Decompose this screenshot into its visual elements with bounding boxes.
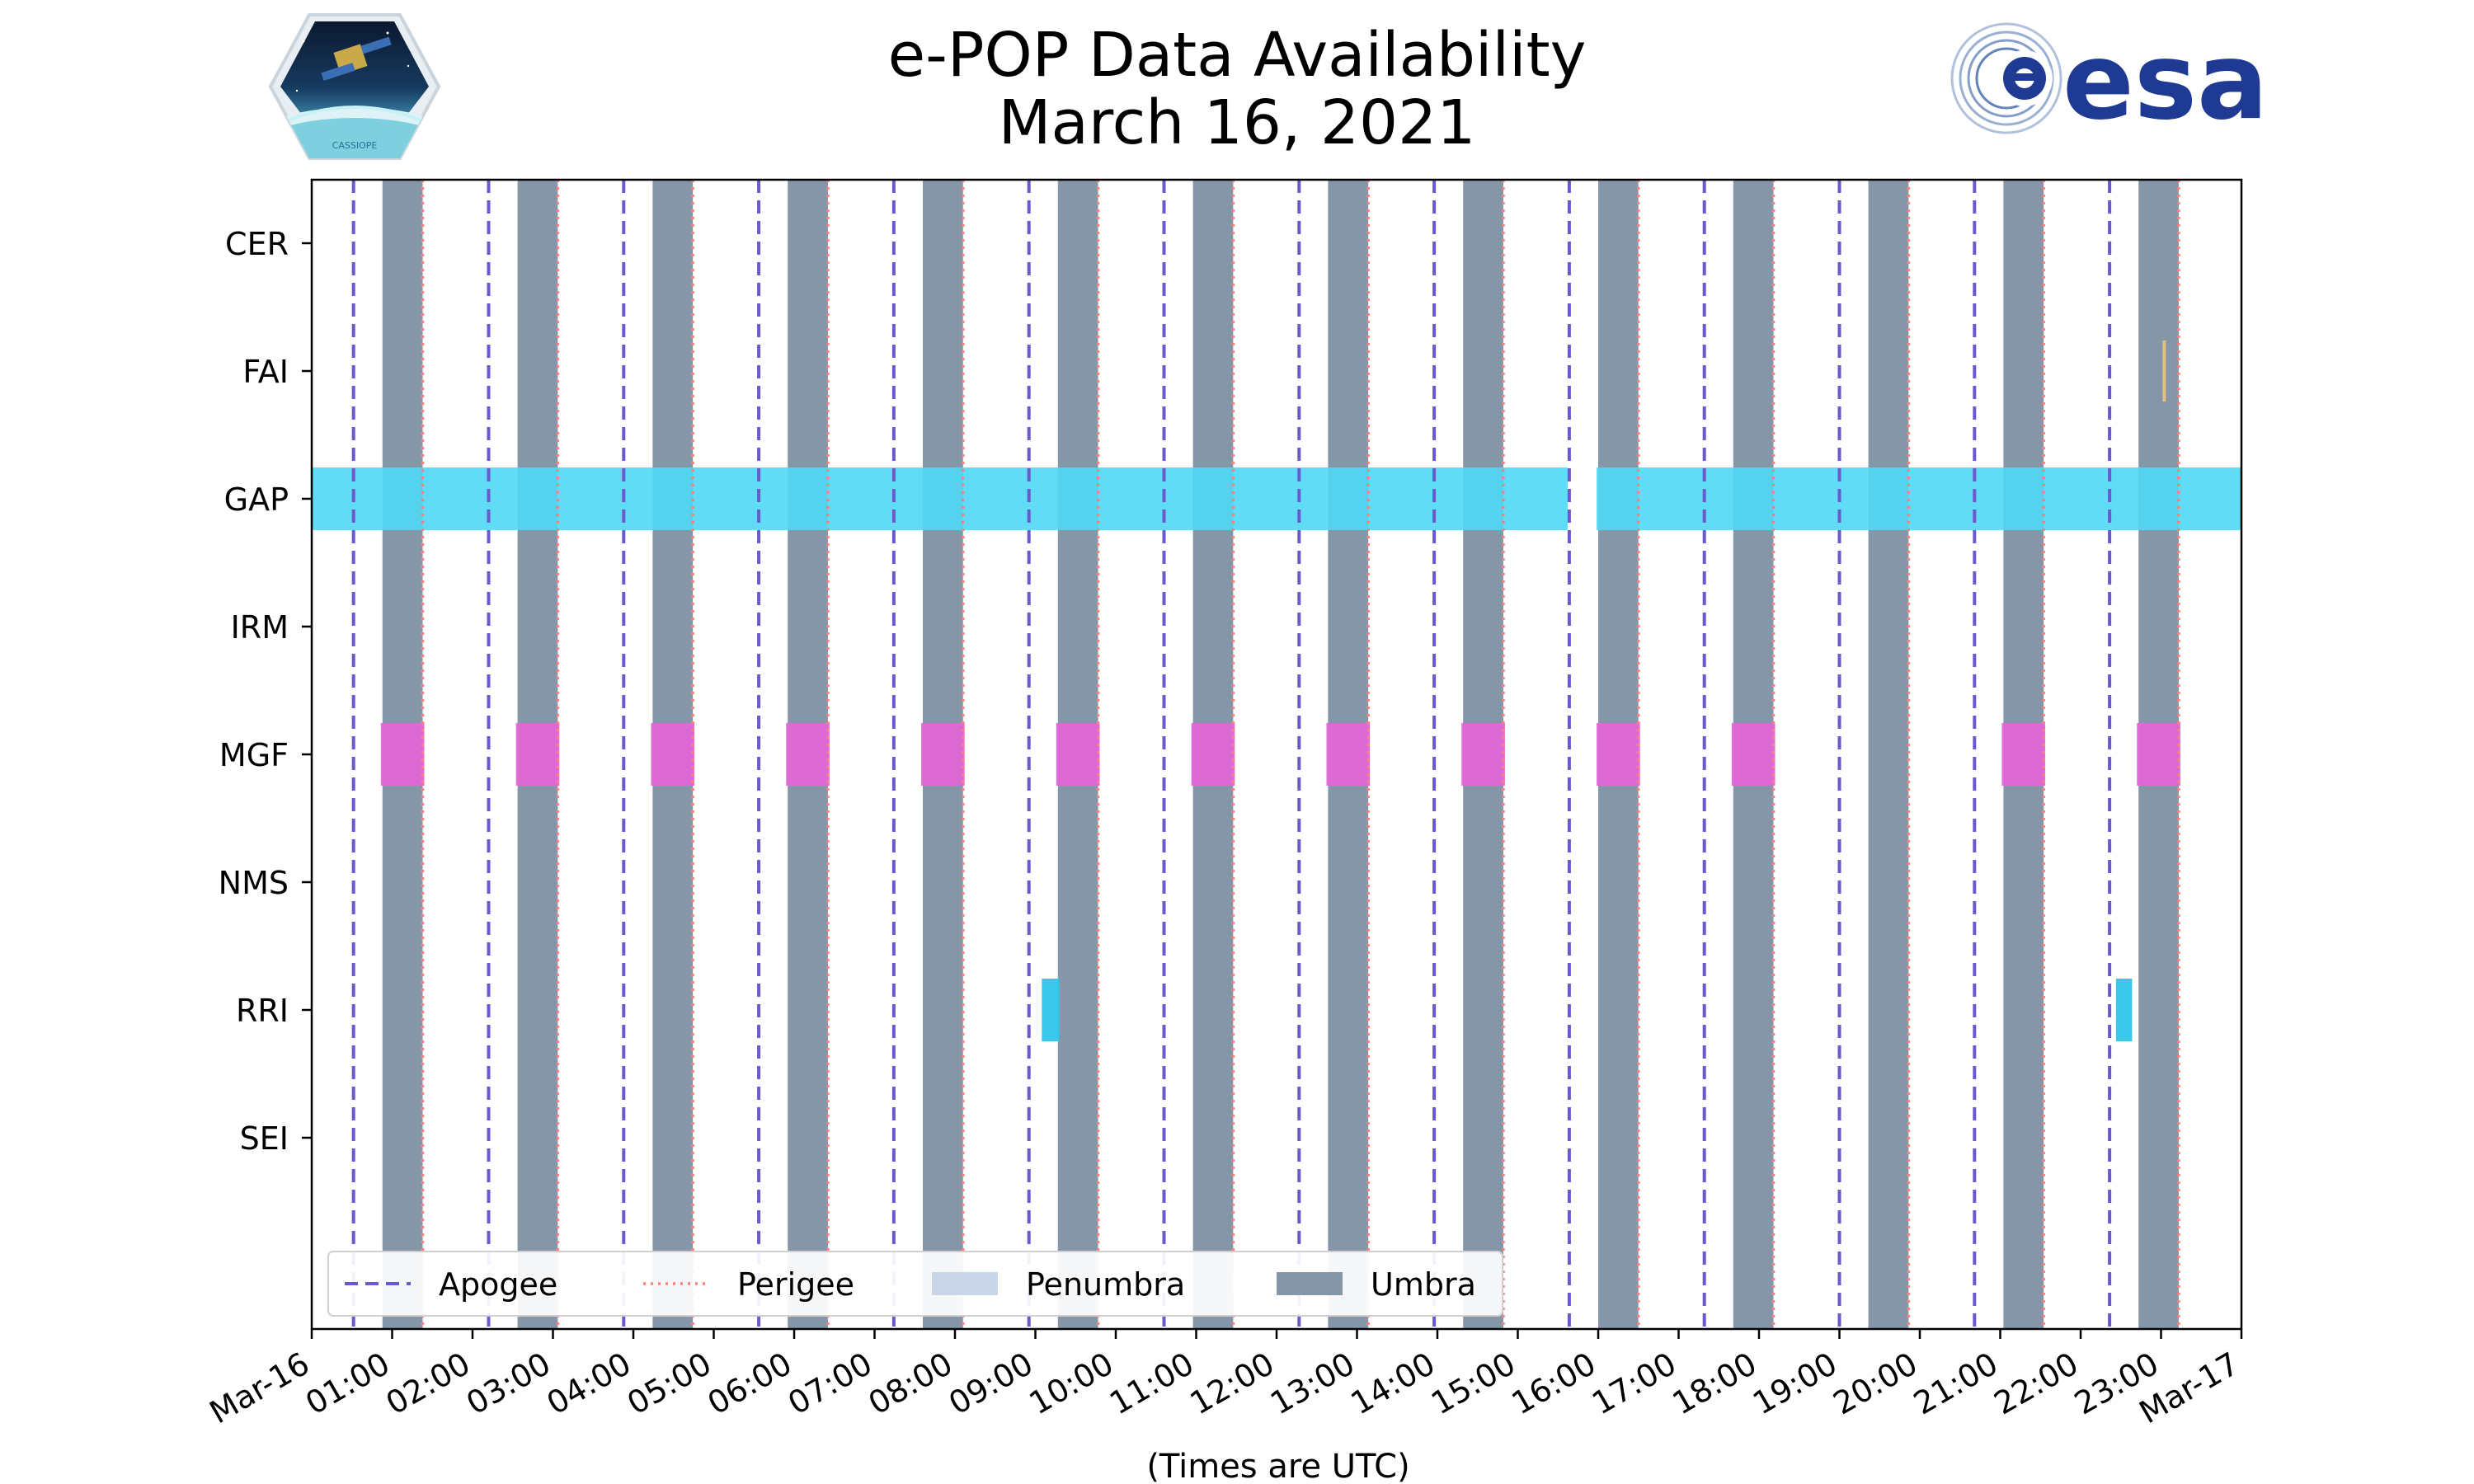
- availability-bar-gap: [1597, 467, 2241, 530]
- x-tick-label: 13:00: [1264, 1345, 1361, 1422]
- y-tick-label: FAI: [242, 354, 289, 390]
- y-tick-label: IRM: [231, 609, 289, 646]
- x-tick-label: 20:00: [1827, 1345, 1924, 1422]
- x-tick-label: 17:00: [1586, 1345, 1682, 1422]
- x-tick-label: 05:00: [621, 1345, 717, 1422]
- availability-bar-mgf: [1461, 723, 1505, 786]
- x-tick-label: 22:00: [1988, 1345, 2085, 1422]
- availability-bar-mgf: [1056, 723, 1100, 786]
- x-tick-label: 11:00: [1103, 1345, 1200, 1422]
- x-axis: Mar-1601:0002:0003:0004:0005:0006:0007:0…: [204, 1329, 2246, 1430]
- legend-swatch-penumbra: [932, 1272, 998, 1295]
- chart-subtitle: March 16, 2021: [998, 87, 1476, 158]
- legend-label-apogee: Apogee: [439, 1266, 557, 1303]
- x-tick-label: 01:00: [299, 1345, 396, 1422]
- legend-label-penumbra: Penumbra: [1026, 1266, 1185, 1303]
- legend: Apogee Perigee Penumbra Umbra: [327, 1251, 1503, 1317]
- y-tick-label: GAP: [224, 481, 289, 518]
- availability-bar-fai: [2162, 340, 2166, 402]
- availability-bars: [312, 340, 2241, 1041]
- legend-box: [327, 1251, 1503, 1317]
- x-tick-label: 19:00: [1747, 1345, 1843, 1422]
- availability-bar-mgf: [2001, 723, 2046, 786]
- legend-label-perigee: Perigee: [737, 1266, 854, 1303]
- availability-bar-mgf: [380, 723, 425, 786]
- chart-title: e-POP Data Availability: [887, 20, 1587, 91]
- availability-bar-mgf: [1731, 723, 1776, 786]
- esa-logo-text: esa: [2062, 21, 2268, 136]
- y-axis: CER FAI GAP IRM MGF NMS RRI SEI: [219, 226, 312, 1157]
- legend-label-umbra: Umbra: [1371, 1266, 1476, 1303]
- x-tick-label: 15:00: [1425, 1345, 1522, 1422]
- availability-bar-mgf: [1597, 723, 1640, 786]
- x-tick-label: 08:00: [863, 1345, 959, 1422]
- plot-background: [312, 180, 2241, 1329]
- y-tick-label: MGF: [219, 737, 289, 773]
- x-tick-label: 12:00: [1184, 1345, 1281, 1422]
- x-tick-label: 04:00: [541, 1345, 637, 1422]
- x-tick-label: 14:00: [1345, 1345, 1442, 1422]
- availability-bar-rri: [2115, 979, 2133, 1041]
- y-tick-label: SEI: [240, 1120, 289, 1157]
- x-axis-label: (Times are UTC): [1146, 1448, 1409, 1484]
- cassiope-logo-text: CASSIOPE: [332, 140, 378, 151]
- x-tick-label: 09:00: [943, 1345, 1039, 1422]
- availability-bar-mgf: [651, 723, 695, 786]
- availability-bar-mgf: [515, 723, 560, 786]
- x-tick-label: 02:00: [380, 1345, 477, 1422]
- availability-bar-mgf: [2137, 723, 2180, 786]
- availability-bar-mgf: [921, 723, 965, 786]
- x-tick-label: 10:00: [1023, 1345, 1120, 1422]
- x-tick-label: 03:00: [460, 1345, 557, 1422]
- x-tick-label: 18:00: [1667, 1345, 1763, 1422]
- y-tick-label: RRI: [236, 993, 289, 1029]
- orbit-lines: [351, 180, 2180, 1329]
- availability-bar-rri: [1042, 979, 1060, 1041]
- availability-bar-mgf: [1326, 723, 1371, 786]
- esa-logo: esa: [1950, 21, 2268, 136]
- y-tick-label: CER: [225, 226, 289, 262]
- x-tick-label: 07:00: [782, 1345, 878, 1422]
- x-tick-label: 16:00: [1506, 1345, 1602, 1422]
- plot-area: [312, 180, 2241, 1329]
- cassiope-logo: CASSIOPE: [268, 13, 441, 160]
- availability-bar-gap: [312, 467, 1568, 530]
- x-tick-label: Mar-16: [204, 1345, 316, 1431]
- umbra-band: [1868, 180, 1909, 1329]
- availability-bar-mgf: [786, 723, 830, 786]
- x-tick-label: 06:00: [702, 1345, 798, 1422]
- availability-bar-mgf: [1191, 723, 1235, 786]
- legend-swatch-umbra: [1277, 1272, 1343, 1295]
- y-tick-label: NMS: [219, 865, 289, 901]
- x-tick-label: 21:00: [1907, 1345, 2004, 1422]
